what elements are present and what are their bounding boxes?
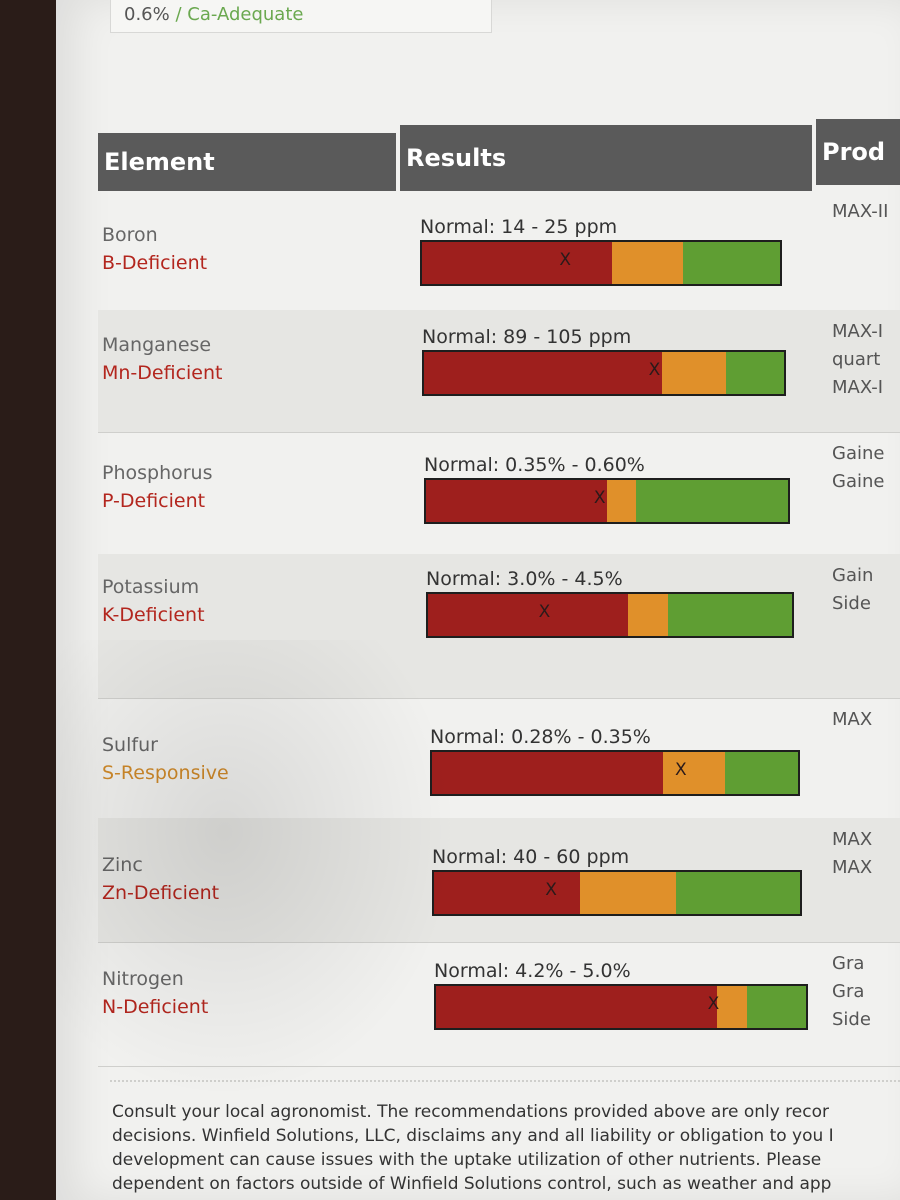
- calcium-value: 0.6%: [124, 4, 170, 25]
- table-row: Manganese Mn-Deficient Normal: 89 - 105 pp…: [98, 310, 900, 433]
- product-recommendations: Gain Side: [832, 562, 873, 618]
- level-bar: X: [422, 350, 786, 396]
- deficient-segment: [424, 352, 662, 394]
- responsive-segment: [661, 352, 727, 394]
- disclaimer: Consult your local agronomist. The recom…: [112, 1100, 900, 1196]
- result-marker: X: [545, 880, 557, 900]
- adequate-segment: [635, 480, 788, 522]
- responsive-segment: [628, 594, 669, 636]
- table-row: Phosphorus P-Deficient Normal: 0.35% - 0.6…: [98, 432, 900, 555]
- normal-range: Normal: 4.2% - 5.0%: [434, 960, 631, 982]
- product-name: Side: [832, 1009, 871, 1030]
- element-name: Phosphorus: [102, 462, 213, 484]
- level-bar: X: [420, 240, 782, 286]
- calcium-status: Ca-Adequate: [187, 4, 304, 25]
- product-name: Gaine: [832, 471, 885, 492]
- normal-range: Normal: 3.0% - 4.5%: [426, 568, 623, 590]
- normal-range: Normal: 89 - 105 ppm: [422, 326, 632, 348]
- normal-range: Normal: 0.35% - 0.60%: [424, 454, 645, 476]
- summary-separator: /: [175, 4, 182, 25]
- normal-range: Normal: 0.28% - 0.35%: [430, 726, 651, 748]
- responsive-segment: [662, 752, 725, 794]
- product-name: MAX: [832, 857, 873, 878]
- disclaimer-line: Consult your local agronomist. The recom…: [112, 1102, 829, 1122]
- deficient-segment: [428, 594, 629, 636]
- deficient-segment: [432, 752, 663, 794]
- product-name: quart: [832, 349, 881, 370]
- header-products: Prod: [816, 119, 900, 185]
- product-name: Side: [832, 593, 871, 614]
- adequate-segment: [675, 872, 800, 914]
- product-name: MAX-I: [832, 321, 884, 342]
- table-row: Zinc Zn-Deficient Normal: 40 - 60 ppm X MAX M…: [98, 818, 900, 943]
- element-status: P-Deficient: [102, 490, 206, 512]
- level-bar: X: [432, 870, 802, 916]
- disclaimer-line: dependent on factors outside of Winfield…: [112, 1174, 832, 1194]
- product-name: MAX-II: [832, 201, 889, 222]
- element-status: Mn-Deficient: [102, 362, 223, 384]
- product-recommendations: MAX: [832, 706, 872, 734]
- deficient-segment: [426, 480, 607, 522]
- adequate-segment: [668, 594, 792, 636]
- level-bar: X: [430, 750, 800, 796]
- table-row: Potassium K-Deficient Normal: 3.0% - 4.5% X…: [98, 554, 900, 699]
- adequate-segment: [746, 986, 806, 1028]
- adequate-segment: [724, 752, 798, 794]
- product-name: Gra: [832, 953, 865, 974]
- element-name: Boron: [102, 224, 158, 246]
- table-row: Sulfur S-Responsive Normal: 0.28% - 0.35% X…: [98, 698, 900, 819]
- header-element: Element: [98, 133, 396, 191]
- responsive-segment: [611, 242, 684, 284]
- result-marker: X: [593, 488, 606, 508]
- element-status: N-Deficient: [102, 996, 209, 1018]
- element-name: Manganese: [102, 334, 212, 356]
- result-marker: X: [675, 760, 687, 780]
- product-name: Gain: [832, 565, 874, 586]
- normal-range: Normal: 40 - 60 ppm: [432, 846, 630, 868]
- disclaimer-line: development can cause issues with the up…: [112, 1150, 822, 1170]
- product-recommendations: MAX MAX: [832, 826, 872, 882]
- table-row: Nitrogen N-Deficient Normal: 4.2% - 5.0% X G…: [98, 942, 900, 1067]
- result-marker: X: [707, 994, 720, 1014]
- responsive-segment: [580, 872, 676, 914]
- adequate-segment: [683, 242, 780, 284]
- adequate-segment: [726, 352, 784, 394]
- responsive-segment: [717, 986, 747, 1028]
- product-name: Gra: [832, 981, 865, 1002]
- deficient-segment: [422, 242, 612, 284]
- deficient-segment: [434, 872, 581, 914]
- product-name: MAX: [832, 829, 873, 850]
- element-name: Zinc: [102, 854, 143, 876]
- element-status: Zn-Deficient: [102, 882, 220, 904]
- calcium-summary: 0.6% / Ca-Adequate: [124, 4, 303, 25]
- result-marker: X: [559, 250, 572, 270]
- disclaimer-line: decisions. Winfield Solutions, LLC, disc…: [112, 1126, 834, 1146]
- element-name: Potassium: [102, 576, 200, 598]
- result-marker: X: [538, 602, 551, 622]
- element-status: K-Deficient: [102, 604, 205, 626]
- product-recommendations: MAX-II: [832, 198, 888, 226]
- element-name: Sulfur: [102, 734, 158, 756]
- element-name: Nitrogen: [102, 968, 184, 990]
- result-marker: X: [648, 360, 661, 380]
- responsive-segment: [607, 480, 636, 522]
- table-row: Boron B-Deficient Normal: 14 - 25 ppm X MAX-…: [98, 190, 900, 311]
- level-bar: X: [434, 984, 808, 1030]
- footer-divider: [110, 1080, 900, 1082]
- element-status: B-Deficient: [102, 252, 208, 274]
- header-results: Results: [400, 125, 812, 191]
- product-name: Gaine: [832, 443, 885, 464]
- summary-box: [110, 0, 492, 33]
- product-recommendations: Gaine Gaine: [832, 440, 884, 496]
- element-status: S-Responsive: [102, 762, 229, 784]
- level-bar: X: [426, 592, 794, 638]
- normal-range: Normal: 14 - 25 ppm: [420, 216, 618, 238]
- level-bar: X: [424, 478, 790, 524]
- product-name: MAX-I: [832, 377, 884, 398]
- product-name: MAX: [832, 709, 873, 730]
- deficient-segment: [436, 986, 718, 1028]
- product-recommendations: MAX-I quart MAX-I: [832, 318, 883, 402]
- product-recommendations: Gra Gra Side: [832, 950, 871, 1034]
